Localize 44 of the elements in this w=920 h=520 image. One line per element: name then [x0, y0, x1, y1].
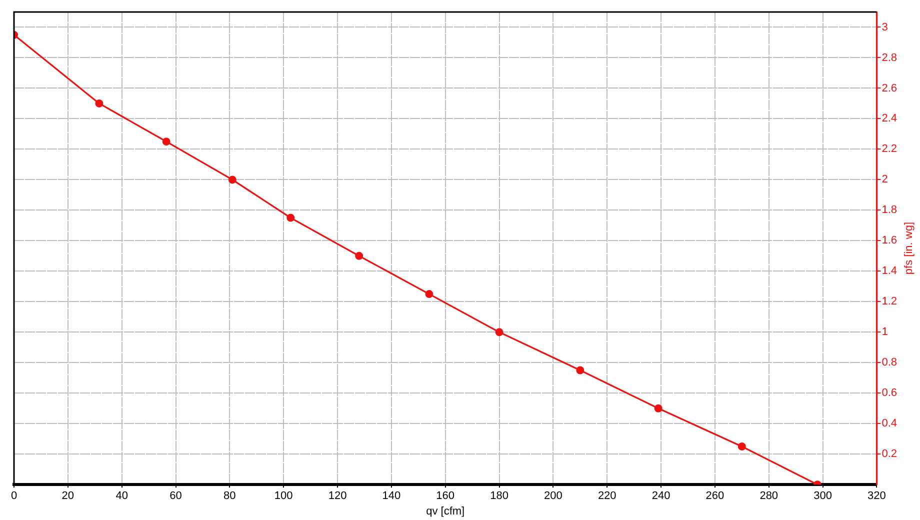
- x-tick-label: 300: [814, 490, 832, 502]
- x-tick-label: 0: [10, 490, 18, 502]
- point: [228, 176, 236, 184]
- x-tick-label: 100: [274, 490, 293, 502]
- y-tick-label: 1.2: [882, 296, 898, 308]
- point: [495, 328, 504, 336]
- x-tick-label: 20: [62, 490, 74, 502]
- y-tick-label: 2.6: [882, 82, 898, 94]
- point: [355, 252, 364, 260]
- y-tick-label: 1.4: [882, 265, 898, 278]
- x-tick-label: 120: [328, 490, 347, 502]
- x-tick-label: 260: [706, 490, 724, 502]
- y-tick-label: 2.4: [882, 112, 898, 125]
- y-tick-label: 1.8: [882, 204, 898, 216]
- x-tick-label: 280: [760, 490, 778, 502]
- y-tick-label: 0.2: [882, 448, 898, 460]
- point: [576, 366, 584, 374]
- x-tick-label: 180: [490, 490, 508, 502]
- x-tick-label: 320: [868, 490, 886, 502]
- y-tick-label: 1.6: [882, 234, 898, 247]
- point: [654, 404, 662, 412]
- x-tick-label: 80: [224, 490, 236, 502]
- y-axis-title: pfs [in. wg]: [903, 222, 916, 275]
- x-tick-label: 40: [116, 490, 128, 502]
- x-tick-label: 60: [170, 490, 182, 502]
- x-tick-label: 140: [382, 490, 401, 502]
- point: [286, 214, 295, 222]
- x-tick-label: 220: [598, 490, 616, 502]
- y-tick-label: 0.4: [882, 418, 898, 430]
- point: [95, 99, 104, 108]
- x-tick-label: 160: [436, 490, 455, 502]
- y-tick-label: 3: [882, 21, 888, 34]
- point: [738, 442, 746, 450]
- y-tick-label: 0.8: [882, 356, 898, 369]
- x-tick-label: 240: [652, 490, 670, 502]
- point: [425, 290, 434, 298]
- x-axis-title: qv [cfm]: [426, 505, 465, 518]
- point: [162, 138, 170, 146]
- y-tick-label: 1: [882, 326, 888, 338]
- y-tick-label: 0.6: [882, 387, 898, 400]
- y-tick-label: 2: [882, 174, 888, 186]
- x-tick-label: 200: [544, 490, 562, 502]
- y-tick-label: 2.8: [882, 52, 898, 64]
- y-tick-label: 2.2: [882, 143, 898, 156]
